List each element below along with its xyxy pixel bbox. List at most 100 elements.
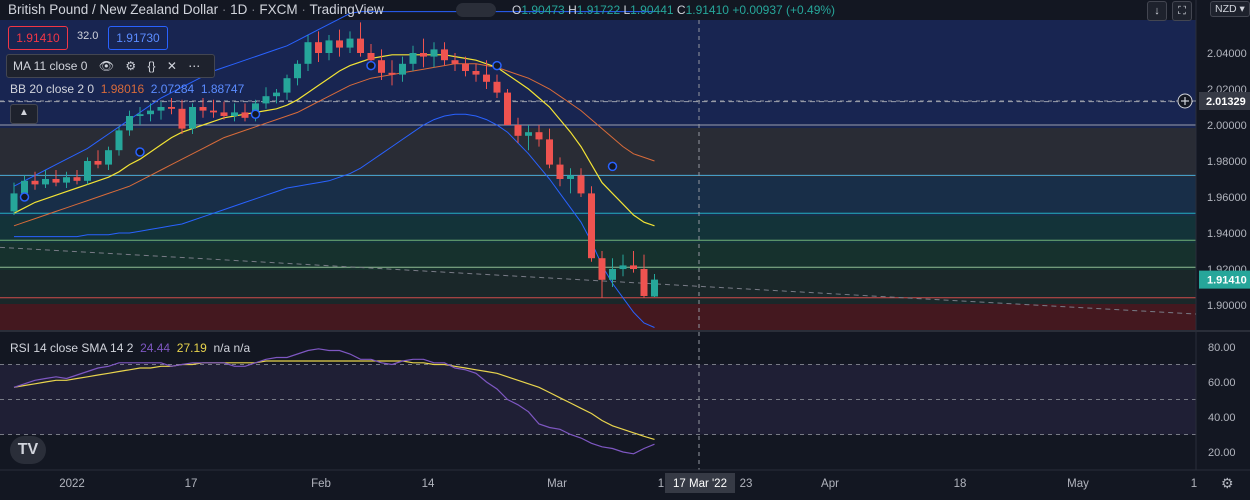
candle-body	[178, 108, 186, 129]
candle-body	[42, 179, 49, 185]
candle-body	[357, 38, 364, 53]
time-axis-tick-label: 18	[954, 478, 967, 490]
rsi-value: 24.44	[140, 341, 171, 355]
price-axis-tick-label: 2.00000	[1207, 120, 1247, 132]
source-code-icon[interactable]: {}	[147, 59, 156, 73]
candle-body	[651, 279, 658, 297]
spread-value: 32.0	[77, 30, 99, 42]
candle-body	[367, 53, 375, 61]
candle-body	[210, 110, 217, 113]
candle-body	[493, 81, 501, 93]
eye-icon[interactable]: 👁	[98, 59, 115, 73]
price-zone	[0, 216, 1196, 243]
ma-cross-marker	[607, 161, 618, 172]
candle-body	[462, 63, 469, 71]
arrow-down-icon[interactable]: ↓	[1147, 1, 1167, 21]
bb-label: BB 20 close 2 0	[10, 82, 95, 96]
candle-body	[168, 107, 175, 109]
candle-body	[556, 164, 564, 179]
time-axis-tick-label: 1	[1191, 478, 1197, 490]
crosshair-date-badge	[665, 473, 735, 493]
price-axis-tick-label: 2.04000	[1207, 48, 1247, 60]
candle-body	[336, 40, 343, 48]
rsi-sma-value: 27.19	[176, 341, 207, 355]
candle-body	[273, 92, 280, 97]
tradingview-logo: TV	[10, 436, 46, 464]
ma-cross-marker	[366, 60, 376, 71]
price-zone	[0, 304, 1196, 330]
ohlc-readout: O1.90473 H1.91722 L1.90441 C1.91410 +0.0…	[512, 3, 835, 17]
crosshair-price-label: 2.01329	[1206, 96, 1246, 108]
price-axis-tick-label: 1.90000	[1207, 300, 1247, 312]
rsi-label: RSI 14 close SMA 14 2	[10, 341, 134, 355]
price-zone	[0, 270, 1196, 304]
forecast-trend-line	[0, 246, 1197, 315]
price-zone	[0, 177, 1196, 216]
rsi-axis-tick-label: 80.00	[1208, 342, 1236, 354]
candle-body	[630, 265, 637, 269]
candle-body	[472, 71, 480, 75]
sell-button[interactable]: 1.91410	[8, 26, 68, 50]
quick-actions-pill[interactable]	[456, 3, 496, 17]
candle-body	[619, 265, 627, 269]
time-axis-tick-label: May	[1067, 478, 1089, 490]
time-axis-tick-label: 17	[185, 478, 198, 490]
candle-body	[325, 40, 333, 53]
open-label: O	[512, 3, 522, 17]
candle-body	[640, 269, 648, 296]
candle-body	[514, 125, 522, 136]
time-axis-tick-label: Apr	[821, 478, 839, 490]
rsi-na-values: n/a n/a	[213, 341, 251, 355]
candle-body	[567, 175, 574, 179]
candle-body	[420, 53, 427, 57]
rsi-line	[13, 348, 655, 455]
buy-button[interactable]: 1.91730	[108, 26, 168, 50]
candle-body	[283, 78, 291, 93]
rsi-indicator-legend[interactable]: RSI 14 close SMA 14 2 24.44 27.19 n/a n/…	[10, 341, 250, 355]
time-axis-tick-label: 14	[422, 478, 435, 490]
more-dots-icon[interactable]: ⋯	[188, 59, 201, 73]
symbol-name[interactable]: British Pound / New Zealand Dollar	[8, 2, 219, 17]
interval-label[interactable]: 1D	[230, 2, 248, 17]
candle-body	[199, 107, 207, 111]
fullscreen-icon[interactable]: ⛶	[1172, 1, 1192, 21]
candle-body	[399, 63, 406, 75]
remove-x-icon[interactable]: ✕	[166, 59, 177, 73]
currency-label: NZD	[1215, 3, 1237, 15]
bb-basis-line	[13, 63, 655, 227]
crosshair-price-badge	[1199, 92, 1250, 110]
candle-body	[94, 161, 102, 165]
time-axis-tick-label: Mar	[547, 478, 567, 490]
candle-body	[52, 179, 60, 183]
settings-gear-icon[interactable]: ⚙	[125, 59, 137, 73]
time-axis-tick-label: 2022	[59, 478, 85, 490]
candle-body	[525, 132, 532, 136]
bb-basis-value: 1.98016	[100, 82, 145, 96]
candle-body	[136, 114, 144, 116]
candle-body	[294, 63, 301, 79]
ma-cross-marker	[250, 109, 261, 119]
platform-label: TradingView	[309, 2, 384, 17]
rsi-axis-tick-label: 20.00	[1208, 447, 1236, 459]
candle-body	[10, 193, 18, 212]
candle-body	[73, 177, 81, 181]
high-label: H	[568, 3, 577, 17]
bb-indicator-legend[interactable]: BB 20 close 2 0 1.98016 2.07284 1.88747	[10, 82, 244, 96]
ma-indicator-legend[interactable]: MA 11 close 0 👁 ⚙ {} ✕ ⋯	[6, 54, 216, 78]
high-value: 1.91722	[576, 3, 621, 17]
currency-dropdown[interactable]: NZD ▾	[1210, 1, 1250, 17]
candle-body	[546, 139, 553, 165]
candle-body	[241, 112, 249, 118]
candle-body	[409, 53, 417, 64]
candle-body	[441, 49, 448, 61]
chart-settings-gear-icon[interactable]: ⚙	[1221, 475, 1234, 491]
chart-header-title: British Pound / New Zealand Dollar · 1D …	[8, 2, 384, 17]
candle-body	[430, 49, 438, 57]
candle-body	[304, 42, 312, 64]
candle-body	[262, 96, 270, 104]
candle-body	[115, 130, 123, 151]
collapse-legend-chevron-up-icon[interactable]: ▲	[10, 104, 38, 124]
price-axis-tick-label: 1.98000	[1207, 156, 1247, 168]
rsi-axis-tick-label: 60.00	[1208, 377, 1236, 389]
